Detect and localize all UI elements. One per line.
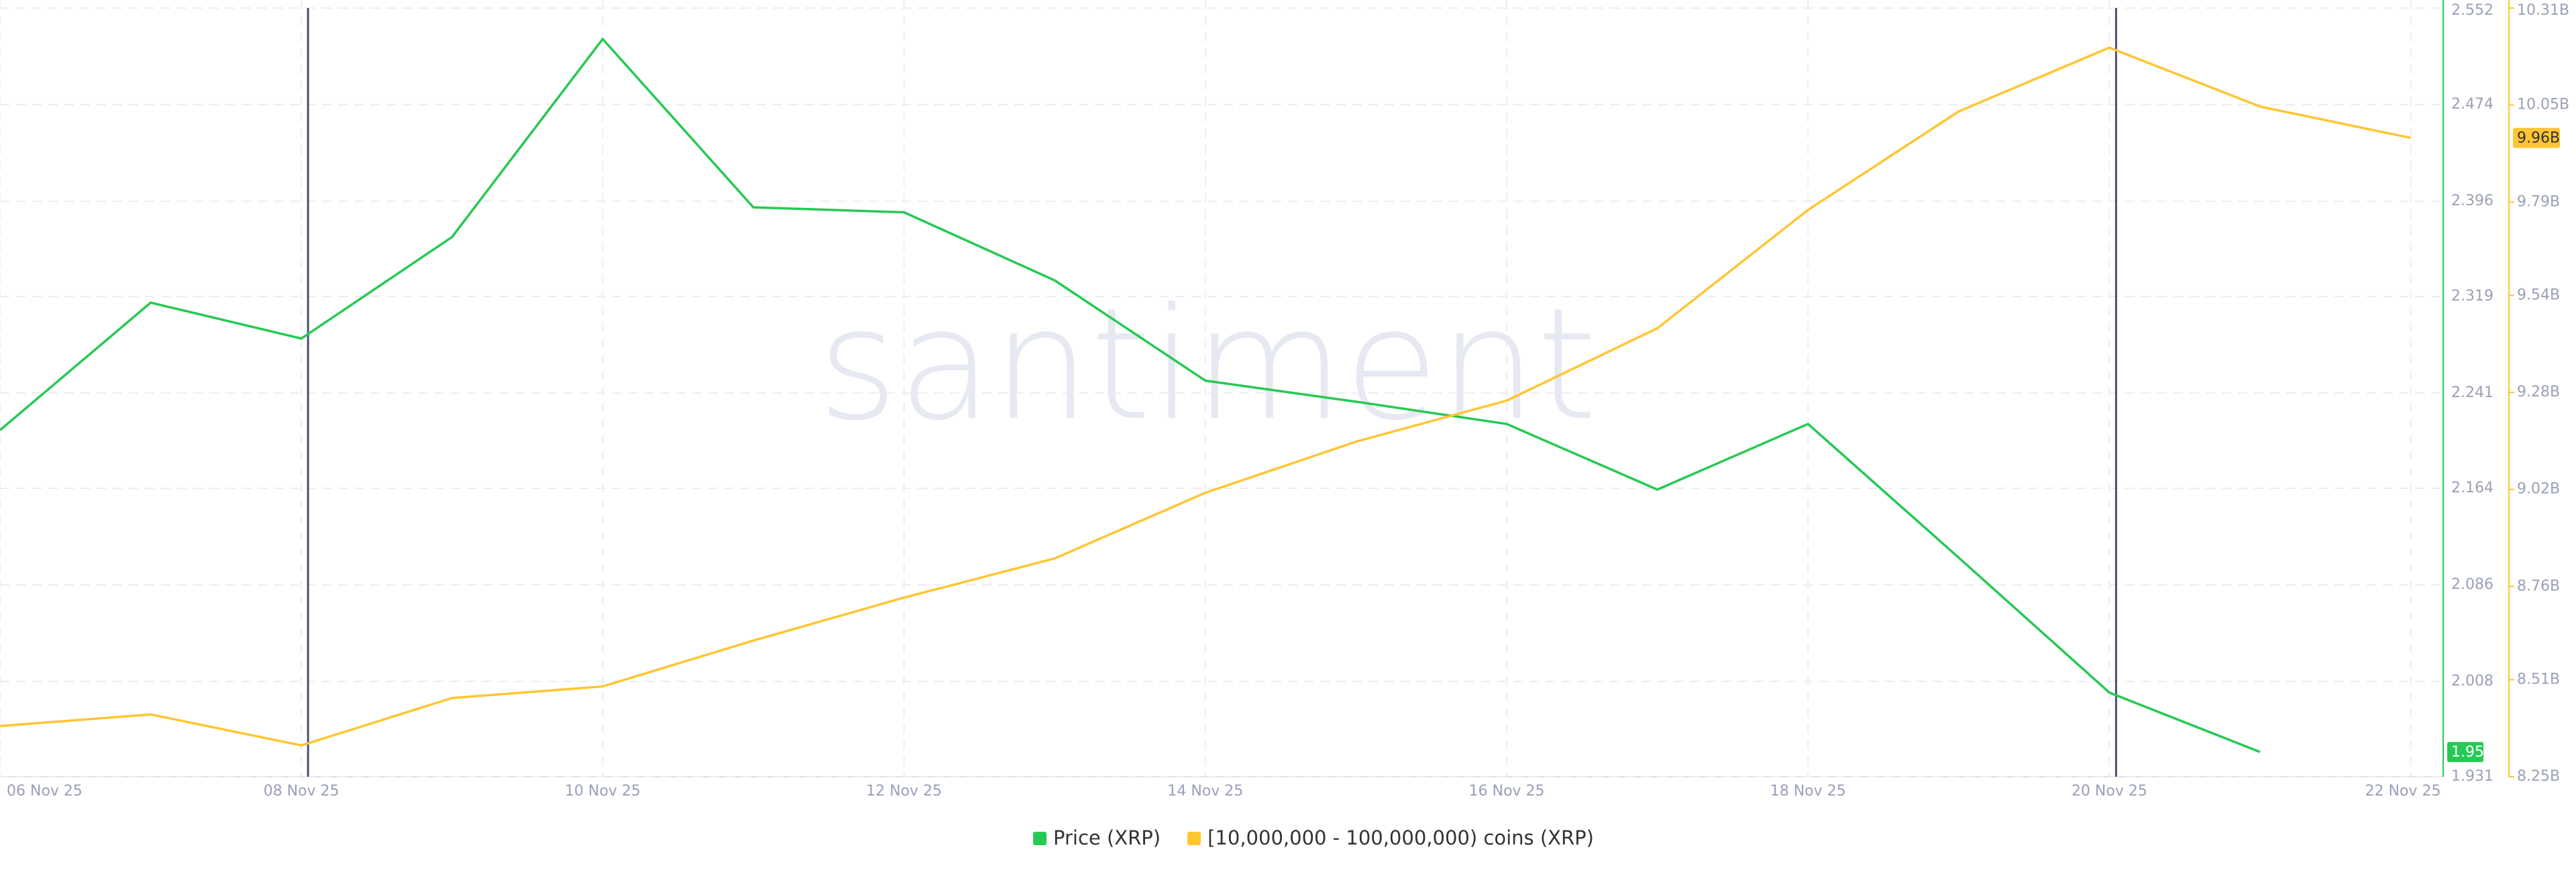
x-tick-label: 22 Nov 25 (2365, 783, 2441, 800)
legend-swatch (1187, 832, 1201, 845)
value-badge: 1.95 (2447, 742, 2484, 763)
y2-tick-label: 8.25B (2517, 768, 2560, 785)
y-tick-label: 1.931 (2451, 768, 2493, 785)
x-tick-label: 06 Nov 25 (7, 783, 83, 800)
y2-tick-label: 9.79B (2517, 193, 2560, 210)
y2-tick-label: 9.54B (2517, 286, 2560, 303)
x-tick-label: 16 Nov 25 (1469, 783, 1545, 800)
y-tick-label: 2.008 (2451, 673, 2493, 690)
y-tick-label: 2.241 (2451, 384, 2493, 401)
value-badge-bg (2513, 127, 2560, 148)
y-tick-label: 2.164 (2451, 480, 2493, 496)
y-tick-label: 2.319 (2451, 288, 2493, 305)
y2-tick-label: 8.51B (2517, 671, 2560, 688)
x-tick-label: 12 Nov 25 (866, 783, 942, 800)
y2-tick-label: 9.02B (2517, 481, 2560, 498)
y2-tick-label: 10.05B (2517, 97, 2569, 113)
series-line (0, 46, 2411, 747)
series-line (0, 38, 2261, 753)
x-tick-label: 18 Nov 25 (1770, 783, 1846, 800)
x-tick-label: 10 Nov 25 (565, 783, 641, 800)
value-label: 1.95 (2451, 744, 2484, 761)
watermark: santiment (818, 276, 1597, 455)
legend-label: Price (XRP) (1053, 826, 1161, 849)
legend-label: [10,000,000 - 100,000,000) coins (XRP) (1208, 826, 1594, 849)
legend: Price (XRP) [10,000,000 - 100,000,000) co… (1033, 826, 1594, 849)
x-tick-label: 08 Nov 25 (264, 783, 339, 800)
y-tick-label: 2.086 (2451, 576, 2493, 593)
y2-tick-label: 8.76B (2517, 578, 2560, 594)
y-tick-label: 2.474 (2451, 96, 2493, 113)
y-tick-label: 2.552 (2451, 2, 2493, 19)
y2-tick-label: 9.28B (2517, 384, 2560, 400)
x-tick-label: 14 Nov 25 (1167, 783, 1243, 800)
x-tick-label: 20 Nov 25 (2072, 783, 2147, 800)
value-badge: 9.96B (2513, 127, 2560, 148)
value-label: 9.96B (2517, 130, 2560, 147)
value-badge-bg (2447, 742, 2483, 763)
legend-swatch (1033, 832, 1046, 845)
y-tick-label: 2.396 (2451, 193, 2493, 209)
y2-tick-label: 10.31B (2517, 2, 2569, 19)
